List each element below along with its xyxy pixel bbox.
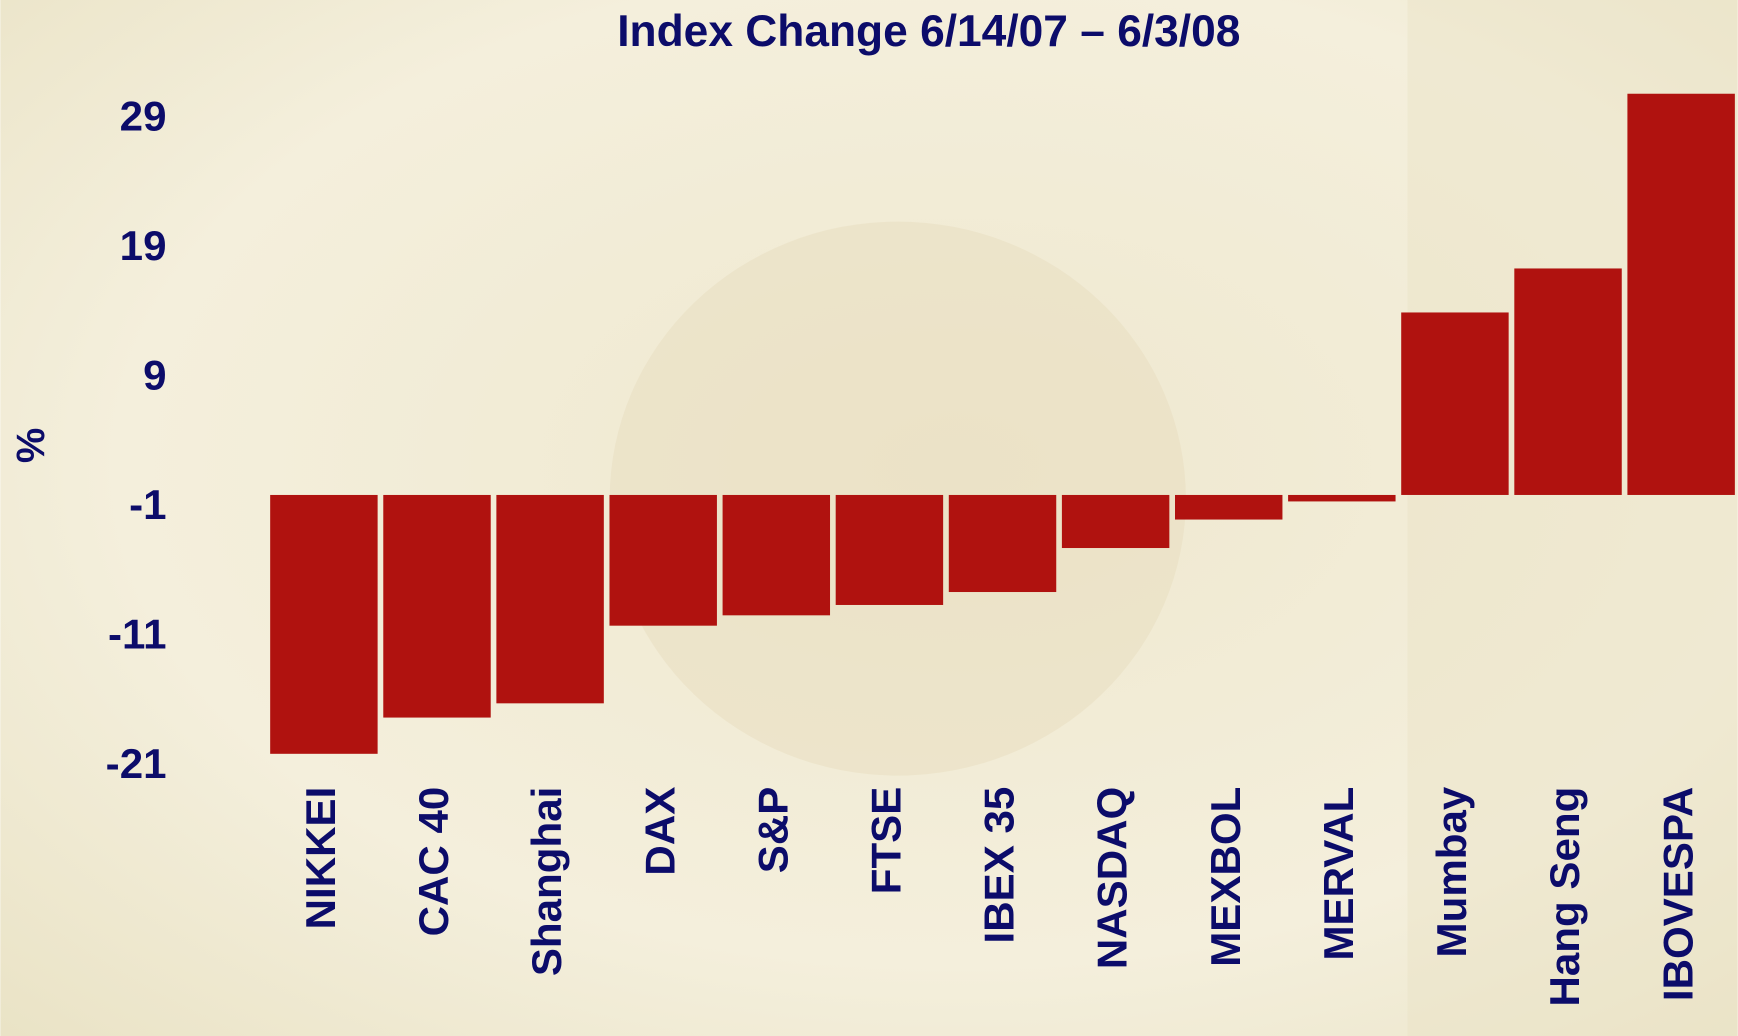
x-tick-label: FTSE (863, 787, 910, 895)
x-tick-label: IBEX 35 (976, 787, 1023, 944)
y-tick-label: 9 (143, 352, 166, 399)
y-tick-label: 29 (120, 93, 167, 140)
x-tick-label: IBOVESPA (1654, 787, 1701, 1001)
y-tick-label: 19 (120, 222, 167, 269)
bar (270, 495, 377, 754)
x-tick-label: NASDAQ (1089, 787, 1136, 969)
x-tick-label: Shanghai (523, 787, 570, 976)
y-tick-label: -11 (108, 610, 167, 657)
y-axis-label: % (9, 428, 53, 463)
x-tick-label: Mumbay (1428, 786, 1475, 957)
x-tick-label: MERVAL (1315, 787, 1362, 961)
bar (1062, 495, 1169, 548)
x-tick-label: MEXBOL (1202, 787, 1249, 967)
x-tick-label: Hang Seng (1541, 787, 1588, 1007)
bar (383, 495, 490, 718)
bar (949, 495, 1056, 592)
bar (1175, 495, 1282, 520)
x-tick-label: DAX (636, 787, 683, 876)
bar (1288, 495, 1395, 501)
y-tick-label: -1 (129, 481, 166, 528)
x-tick-label: NIKKEI (297, 787, 344, 930)
x-tick-label: S&P (749, 787, 796, 874)
bar (1514, 268, 1621, 494)
bar (1627, 94, 1734, 495)
bar (723, 495, 830, 615)
y-tick-label: -21 (106, 740, 167, 787)
x-tick-label: CAC 40 (410, 787, 457, 937)
chart-title: Index Change 6/14/07 – 6/3/08 (617, 7, 1240, 56)
bar (609, 495, 716, 626)
bar (496, 495, 603, 703)
bar (1401, 312, 1508, 494)
chart: Index Change 6/14/07 – 6/3/08 % -21 -11 -1… (0, 0, 1738, 1036)
bar (836, 495, 943, 605)
